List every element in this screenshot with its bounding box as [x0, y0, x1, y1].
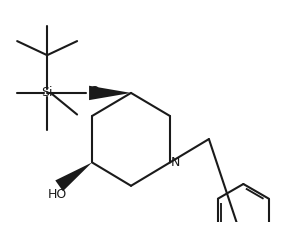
Polygon shape	[89, 86, 131, 100]
Text: Si: Si	[41, 86, 53, 99]
Polygon shape	[55, 162, 92, 191]
Text: O: O	[89, 85, 99, 98]
Text: HO: HO	[48, 188, 67, 201]
Text: N: N	[171, 156, 180, 169]
